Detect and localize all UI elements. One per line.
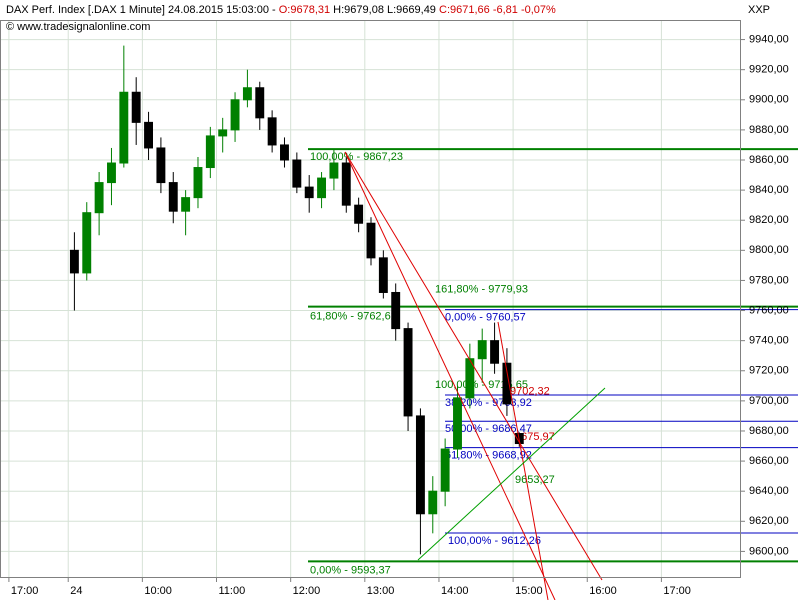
candle-body bbox=[193, 167, 203, 199]
candle-body bbox=[304, 186, 314, 199]
candle-body bbox=[230, 99, 240, 131]
candle-body bbox=[144, 121, 154, 149]
level-label: 100,00% - 9612,26 bbox=[448, 535, 541, 547]
candle-body bbox=[453, 397, 462, 450]
candle-body bbox=[205, 135, 215, 169]
candle-body bbox=[280, 144, 289, 161]
candle-body bbox=[168, 182, 178, 212]
candle-body bbox=[477, 340, 487, 360]
y-tick-label: 9720,00 bbox=[749, 365, 789, 377]
candles bbox=[69, 45, 524, 555]
candle-body bbox=[403, 328, 413, 417]
y-tick-label: 9940,00 bbox=[749, 33, 789, 45]
candle-body bbox=[502, 362, 512, 405]
x-tick-label: 16:00 bbox=[589, 585, 617, 597]
candle-body bbox=[391, 291, 401, 330]
candle-body bbox=[94, 182, 104, 214]
y-tick-label: 9880,00 bbox=[749, 124, 789, 136]
trendlines bbox=[344, 151, 606, 601]
y-tick-label: 9660,00 bbox=[749, 455, 789, 467]
level-label: 9702,32 bbox=[510, 385, 550, 397]
y-tick-label: 9600,00 bbox=[749, 545, 789, 557]
candle-body bbox=[131, 91, 141, 123]
y-tick-label: 9760,00 bbox=[749, 304, 789, 316]
candle-body bbox=[267, 117, 277, 146]
candle-body bbox=[428, 490, 438, 515]
candle-body bbox=[329, 162, 339, 179]
trendline bbox=[417, 387, 606, 561]
candle-body bbox=[317, 177, 327, 199]
axes: 9600,00 9620,00 9640,00 9660,00 9680,00 9700,… bbox=[8, 33, 789, 597]
trendline bbox=[344, 151, 556, 601]
title: DAX Perf. Index [.DAX 1 Minute] 24.08.20… bbox=[6, 4, 276, 16]
x-tick-label: 13:00 bbox=[367, 585, 395, 597]
candle-body bbox=[107, 162, 116, 184]
level-label: 100,00% - 9867,23 bbox=[310, 151, 403, 163]
candle-body bbox=[465, 358, 475, 399]
candle-body bbox=[366, 222, 376, 259]
candle-body bbox=[440, 448, 450, 492]
y-tick-label: 9820,00 bbox=[749, 214, 789, 226]
candle-body bbox=[292, 159, 302, 188]
plot-frame bbox=[0, 20, 741, 578]
candle-body bbox=[218, 129, 228, 137]
candle-body bbox=[354, 204, 364, 224]
candle-body bbox=[156, 147, 166, 184]
quote-open: O:9678,31 bbox=[279, 4, 330, 16]
level-label: 0,00% - 9593,37 bbox=[310, 564, 391, 576]
y-tick-label: 9840,00 bbox=[749, 184, 789, 196]
x-tick-label: 14:00 bbox=[441, 585, 469, 597]
level-label: 61,80% - 9762,62 bbox=[310, 311, 397, 323]
candle-body bbox=[181, 197, 191, 212]
y-tick-label: 9920,00 bbox=[749, 64, 789, 76]
level-label: 9653,27 bbox=[515, 474, 555, 486]
x-tick-label: 15:00 bbox=[515, 585, 543, 597]
quote-close: C:9671,66 -6,81 -0,07% bbox=[439, 4, 556, 16]
candle-body bbox=[119, 91, 129, 164]
y-tick-label: 9700,00 bbox=[749, 395, 789, 407]
x-tick-label: 17:00 bbox=[663, 585, 691, 597]
level-label: 161,80% - 9779,93 bbox=[435, 283, 528, 295]
level-label: 61,80% - 9668,92 bbox=[445, 450, 532, 462]
y-tick-label: 9680,00 bbox=[749, 425, 789, 437]
x-tick-label: 11:00 bbox=[219, 585, 246, 597]
y-tick-label: 9860,00 bbox=[749, 154, 789, 166]
level-label: 9675,97 bbox=[515, 431, 555, 443]
trendline bbox=[344, 151, 603, 581]
source: © www.tradesignalonline.com bbox=[6, 21, 150, 33]
candle-body bbox=[69, 249, 79, 274]
y-tick-label: 9640,00 bbox=[749, 485, 789, 497]
y-tick-label: 9900,00 bbox=[749, 94, 789, 106]
candle-body bbox=[378, 257, 388, 293]
chart-title: DAX Perf. Index [.DAX 1 Minute] 24.08.20… bbox=[6, 4, 556, 16]
x-tick-label: 24 bbox=[70, 585, 82, 597]
quote-high-low: H:9679,08 L:9669,49 bbox=[333, 4, 436, 16]
trendline bbox=[497, 321, 549, 601]
candle-body bbox=[242, 87, 252, 101]
candle-body bbox=[341, 162, 351, 206]
axis-label: XXP bbox=[748, 4, 770, 16]
candle-body bbox=[82, 212, 92, 274]
y-tick-label: 9740,00 bbox=[749, 335, 789, 347]
y-tick-label: 9780,00 bbox=[749, 274, 789, 286]
x-tick-label: 12:00 bbox=[293, 585, 321, 597]
y-tick-label: 9620,00 bbox=[749, 515, 789, 527]
candle-body bbox=[255, 87, 265, 119]
candle-body bbox=[415, 415, 425, 515]
x-tick-label: 10:00 bbox=[144, 585, 172, 597]
x-tick-label: 17:00 bbox=[11, 585, 39, 597]
level-label: 0,00% - 9760,57 bbox=[445, 312, 526, 324]
y-tick-label: 9800,00 bbox=[749, 244, 789, 256]
candle-body bbox=[490, 340, 500, 364]
